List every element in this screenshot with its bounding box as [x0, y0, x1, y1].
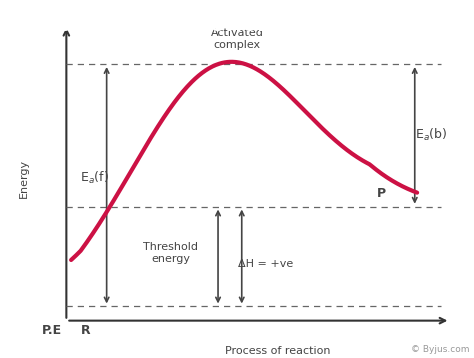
Text: Activated
complex: Activated complex — [210, 28, 264, 50]
Text: E$_a$(f): E$_a$(f) — [81, 170, 109, 186]
Text: P.E: P.E — [42, 324, 62, 337]
Text: Threshold
energy: Threshold energy — [143, 242, 198, 264]
Text: E$_a$(b): E$_a$(b) — [415, 127, 447, 144]
Text: ENDOTHERMIC REACTION: ENDOTHERMIC REACTION — [15, 16, 272, 35]
Text: ΔH = +ve: ΔH = +ve — [238, 258, 293, 268]
Text: Energy: Energy — [18, 159, 29, 198]
Text: P: P — [377, 187, 386, 199]
Text: © Byjus.com: © Byjus.com — [411, 345, 469, 354]
Text: Process of reaction: Process of reaction — [225, 345, 330, 355]
Text: R: R — [81, 324, 90, 337]
